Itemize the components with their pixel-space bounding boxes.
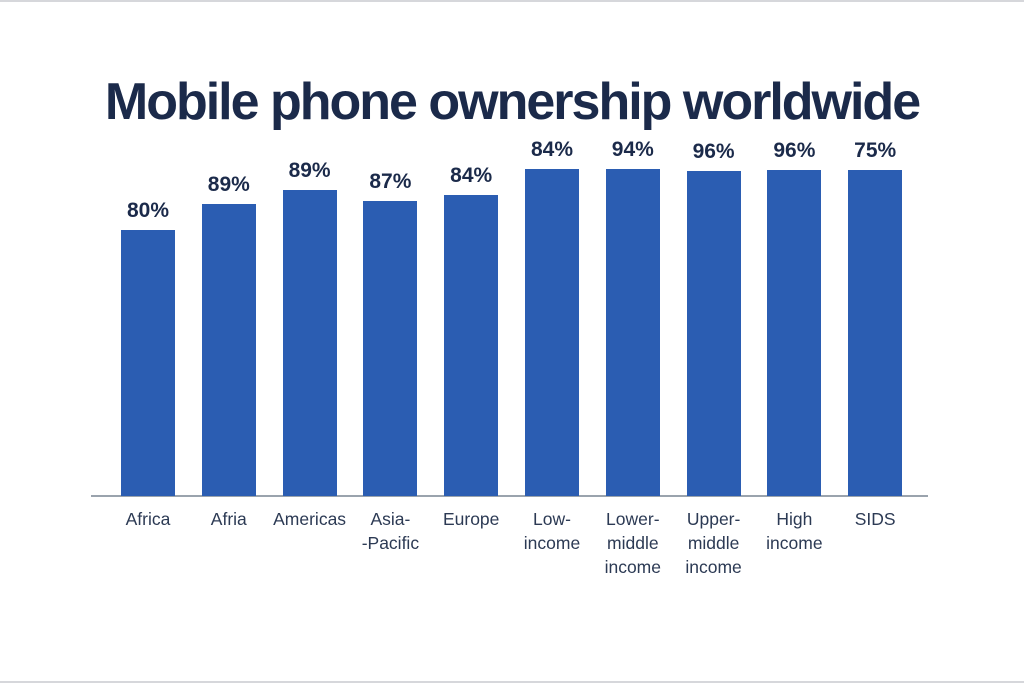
bar-value-label: 89% <box>288 159 331 182</box>
bar-value-label: 80% <box>126 199 170 222</box>
bar <box>201 204 256 496</box>
x-axis-label: Upper- middle income <box>685 509 742 577</box>
bar <box>686 171 741 496</box>
chart-title: Mobile phone ownership worldwide <box>104 72 921 131</box>
x-axis-label: Europe <box>442 509 500 529</box>
x-axis-label: Americas <box>273 509 347 529</box>
bar <box>525 169 579 496</box>
bar <box>767 170 822 496</box>
bar <box>282 190 337 496</box>
x-axis-label: SIDS <box>854 509 896 529</box>
x-axis-label: Afria <box>210 509 247 529</box>
x-axis-label: High income <box>766 509 823 553</box>
bar-value-label: 96% <box>773 139 816 162</box>
bar <box>121 230 175 496</box>
x-axis-label: Low- income <box>523 509 581 553</box>
bar-value-label: 94% <box>611 138 654 161</box>
bar-value-label: 75% <box>854 139 897 162</box>
bar-value-label: 89% <box>207 173 250 196</box>
bar <box>444 195 499 496</box>
x-axis-line <box>91 495 928 497</box>
x-axis-label: Africa <box>125 509 171 529</box>
bar-value-label: 87% <box>369 170 412 193</box>
bar <box>363 201 418 496</box>
bar-value-label: 84% <box>450 164 493 187</box>
bar <box>605 169 660 496</box>
x-axis-label: Asia- -Pacific <box>361 509 420 553</box>
bar-value-label: 84% <box>530 138 574 161</box>
bar <box>848 170 903 496</box>
bar-value-label: 96% <box>692 140 735 163</box>
x-axis-label: Lower- middle income <box>604 509 661 577</box>
